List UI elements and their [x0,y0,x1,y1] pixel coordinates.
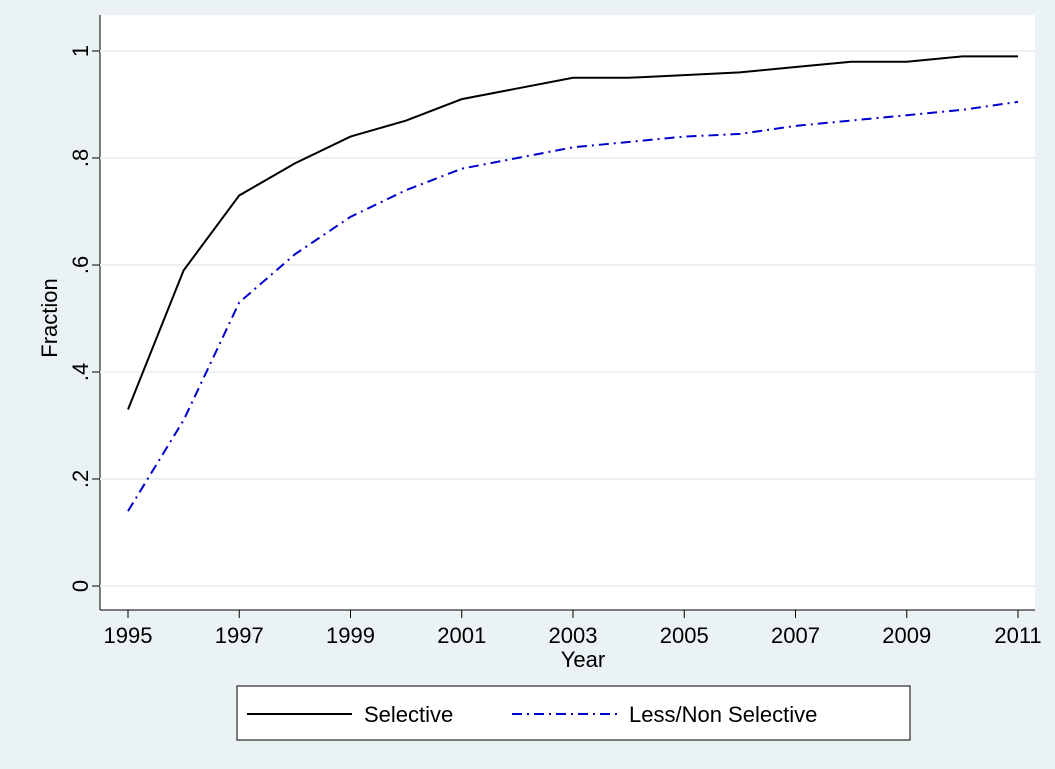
y-tick-label: 1 [68,45,93,57]
y-tick-label: .6 [68,256,93,274]
x-tick-label: 2007 [771,623,820,648]
legend-label: Less/Non Selective [629,702,817,727]
series-line [127,55,1018,410]
y-tick-label: .4 [68,363,93,381]
x-tick-label: 2003 [549,623,598,648]
y-tick-label: .8 [68,149,93,167]
x-tick-label: 2009 [882,623,931,648]
x-tick-label: 1997 [215,623,264,648]
x-tick-label: 1999 [326,623,375,648]
x-axis-label: Year [561,647,605,672]
y-tick-label: 0 [68,580,93,592]
legend-label: Selective [364,702,453,727]
x-tick-label: 2005 [660,623,709,648]
x-tick-label: 2011 [994,623,1041,648]
x-tick-label: 2001 [437,623,486,648]
y-axis-label: Fraction [37,278,62,357]
plot-area [100,15,1035,610]
series-line [127,100,1019,512]
y-tick-label: .2 [68,470,93,488]
x-tick-label: 1995 [104,623,153,648]
